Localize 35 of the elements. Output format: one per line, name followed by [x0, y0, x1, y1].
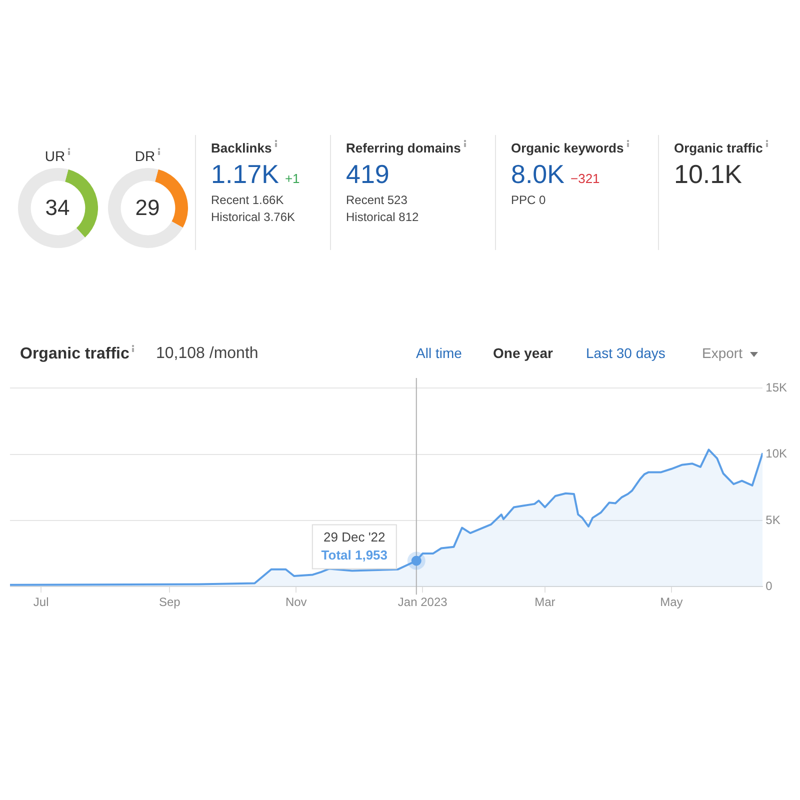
y-tick-label: 0 [766, 578, 773, 593]
text: Export [702, 345, 744, 361]
text: 10.1K [674, 159, 742, 190]
text: Historical 3.76K [211, 210, 296, 224]
text: Backlinks [211, 140, 273, 156]
y-tick-label: 5K [766, 512, 780, 527]
x-tick-label: Jan 2023 [398, 595, 448, 610]
text: 29 [134, 194, 161, 222]
chart-title: Organic traffic [20, 345, 130, 364]
y-tick-label: 10K [766, 446, 788, 461]
annotation: Total 1,953 [321, 547, 388, 562]
text: 34 [44, 194, 71, 222]
text: Recent 523 [346, 193, 408, 208]
x-tick-label: May [660, 595, 683, 610]
text: 1.17K +1 [211, 159, 300, 190]
x-tick-label: Sep [158, 595, 181, 610]
text: 8.0K −321 [511, 159, 600, 190]
text: One year [493, 345, 553, 361]
x-tick-label: Nov [285, 595, 307, 610]
text: Referring domains [346, 140, 462, 156]
text: Organic keywords [511, 140, 625, 156]
chart-title: DR [134, 148, 156, 166]
annotation: 29 Dec '22 [324, 529, 386, 544]
text: Last 30 days [586, 345, 666, 361]
chart-subtitle: 10,108 /month [156, 345, 258, 363]
text: Historical 812 [346, 210, 420, 224]
x-tick-label: Mar [534, 595, 556, 610]
text: 419 [346, 159, 390, 190]
y-tick-label: 15K [766, 380, 788, 395]
text: All time [416, 345, 462, 361]
text: PPC 0 [511, 193, 547, 208]
text: Organic traffic [674, 140, 764, 156]
text: Recent 1.66K [211, 193, 285, 208]
x-tick-label: Jul [33, 595, 49, 610]
chart-title: UR [44, 148, 66, 166]
